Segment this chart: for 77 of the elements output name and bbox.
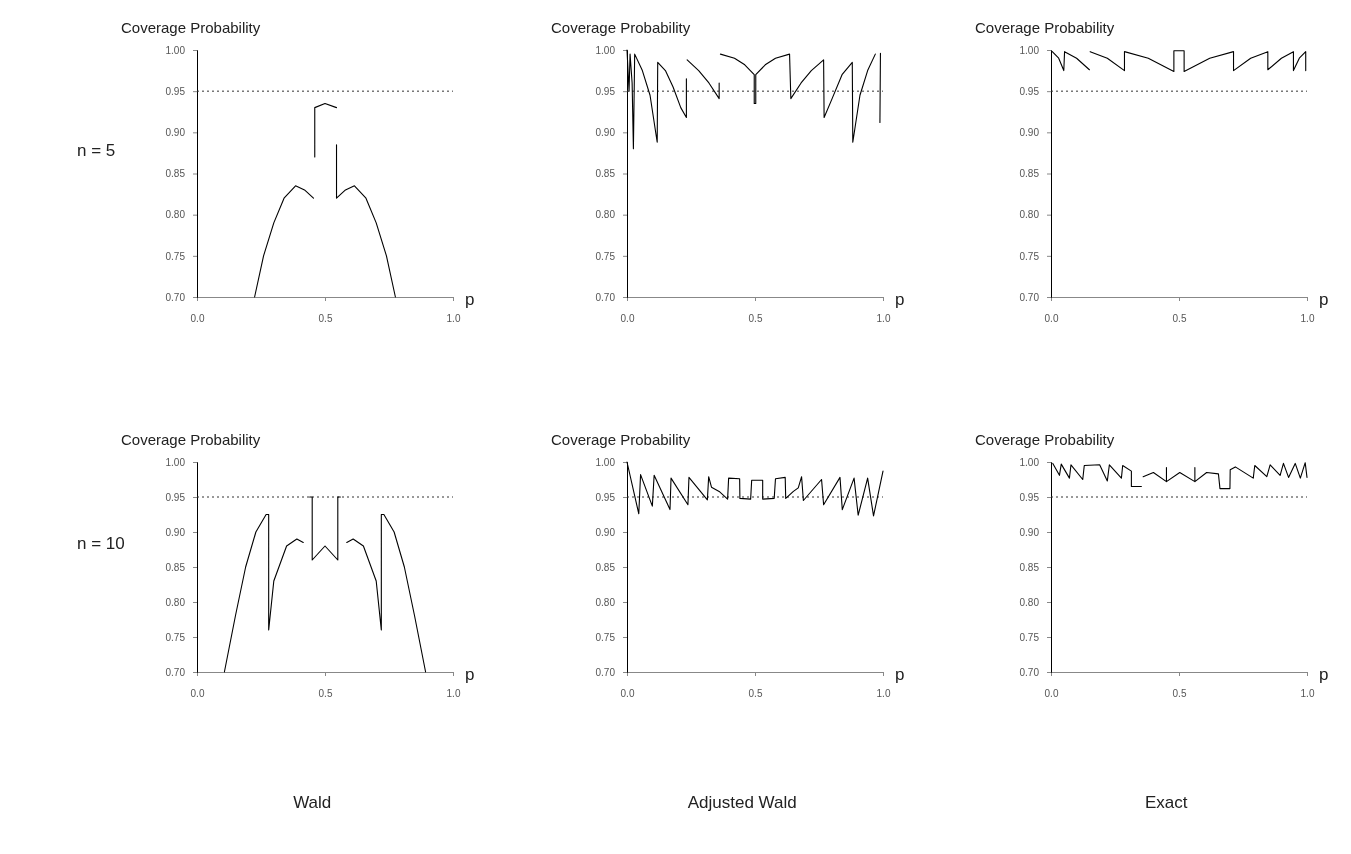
y-axis-title: Coverage Probability [975, 431, 1115, 448]
y-tick-label: 0.85 [165, 168, 186, 180]
y-tick-label: 1.00 [165, 456, 186, 468]
x-tick-label: 1.0 [446, 688, 461, 700]
x-tick-label: 0.5 [748, 688, 763, 700]
y-tick-label: 1.00 [595, 456, 616, 468]
x-tick-label: 0.5 [1172, 688, 1187, 700]
text: n = 10 [77, 534, 125, 553]
y-tick-label: 0.70 [165, 666, 186, 678]
y-tick-label: 0.75 [595, 631, 616, 643]
x-tick-label: 0.5 [318, 688, 333, 700]
y-tick-label: 0.70 [1019, 291, 1040, 303]
y-tick-label: 0.95 [165, 85, 186, 97]
text: Adjusted Wald [687, 793, 797, 812]
y-tick-label: 0.75 [1019, 631, 1040, 643]
y-tick-label: 0.80 [1019, 209, 1040, 221]
y-tick-label: 0.95 [165, 491, 186, 503]
y-tick-label: 0.75 [1019, 250, 1040, 262]
y-tick-label: 0.95 [1019, 85, 1040, 97]
x-tick-label: 1.0 [446, 313, 461, 325]
y-tick-label: 0.90 [1019, 526, 1040, 538]
y-tick-label: 0.90 [595, 127, 616, 139]
y-tick-label: 0.90 [165, 127, 186, 139]
y-tick-label: 1.00 [1019, 44, 1040, 56]
x-tick-label: 1.0 [1300, 688, 1315, 700]
y-tick-label: 1.00 [1019, 456, 1040, 468]
y-tick-label: 1.00 [165, 44, 186, 56]
y-tick-label: 0.95 [1019, 491, 1040, 503]
x-tick-label: 0.0 [620, 313, 635, 325]
y-tick-label: 0.95 [595, 85, 616, 97]
y-tick-label: 0.80 [165, 209, 186, 221]
x-tick-label: 0.5 [1172, 313, 1187, 325]
text: Wald [293, 793, 332, 812]
y-tick-label: 0.80 [595, 596, 616, 608]
x-tick-label: 0.0 [190, 313, 205, 325]
x-tick-label: 1.0 [1300, 313, 1315, 325]
x-tick-label: 0.0 [1044, 688, 1059, 700]
y-axis-title: Coverage Probability [121, 19, 261, 36]
text: n = 5 [77, 140, 116, 160]
y-tick-label: 1.00 [595, 44, 616, 56]
x-axis-title: p [1319, 290, 1329, 309]
y-tick-label: 0.80 [595, 209, 616, 221]
y-tick-label: 0.70 [165, 291, 186, 303]
x-tick-label: 1.0 [876, 313, 891, 325]
y-tick-label: 0.75 [165, 250, 186, 262]
y-tick-label: 0.90 [595, 526, 616, 538]
text: Exact [1144, 793, 1188, 812]
x-tick-label: 0.0 [620, 688, 635, 700]
y-tick-label: 0.85 [595, 168, 616, 180]
y-axis-title: Coverage Probability [551, 431, 691, 448]
x-tick-label: 0.5 [318, 313, 333, 325]
y-tick-label: 0.75 [595, 250, 616, 262]
x-tick-label: 1.0 [876, 688, 891, 700]
x-axis-title: p [1319, 665, 1329, 684]
y-tick-label: 0.80 [1019, 596, 1040, 608]
x-tick-label: 0.0 [190, 688, 205, 700]
y-axis-title: Coverage Probability [121, 431, 261, 448]
x-axis-title: p [895, 290, 905, 309]
y-tick-label: 0.85 [165, 561, 186, 573]
y-tick-label: 0.90 [1019, 127, 1040, 139]
y-tick-label: 0.70 [595, 666, 616, 678]
x-axis-title: p [465, 290, 475, 309]
x-axis-title: p [465, 665, 475, 684]
y-axis-title: Coverage Probability [975, 19, 1115, 36]
y-tick-label: 0.90 [165, 526, 186, 538]
y-axis-title: Coverage Probability [551, 19, 691, 36]
y-tick-label: 0.85 [1019, 168, 1040, 180]
x-tick-label: 0.5 [748, 313, 763, 325]
y-tick-label: 0.85 [595, 561, 616, 573]
y-tick-label: 0.85 [1019, 561, 1040, 573]
y-tick-label: 0.95 [595, 491, 616, 503]
y-tick-label: 0.70 [595, 291, 616, 303]
x-axis-title: p [895, 665, 905, 684]
y-tick-label: 0.80 [165, 596, 186, 608]
x-tick-label: 0.0 [1044, 313, 1059, 325]
y-tick-label: 0.70 [1019, 666, 1040, 678]
y-tick-label: 0.75 [165, 631, 186, 643]
